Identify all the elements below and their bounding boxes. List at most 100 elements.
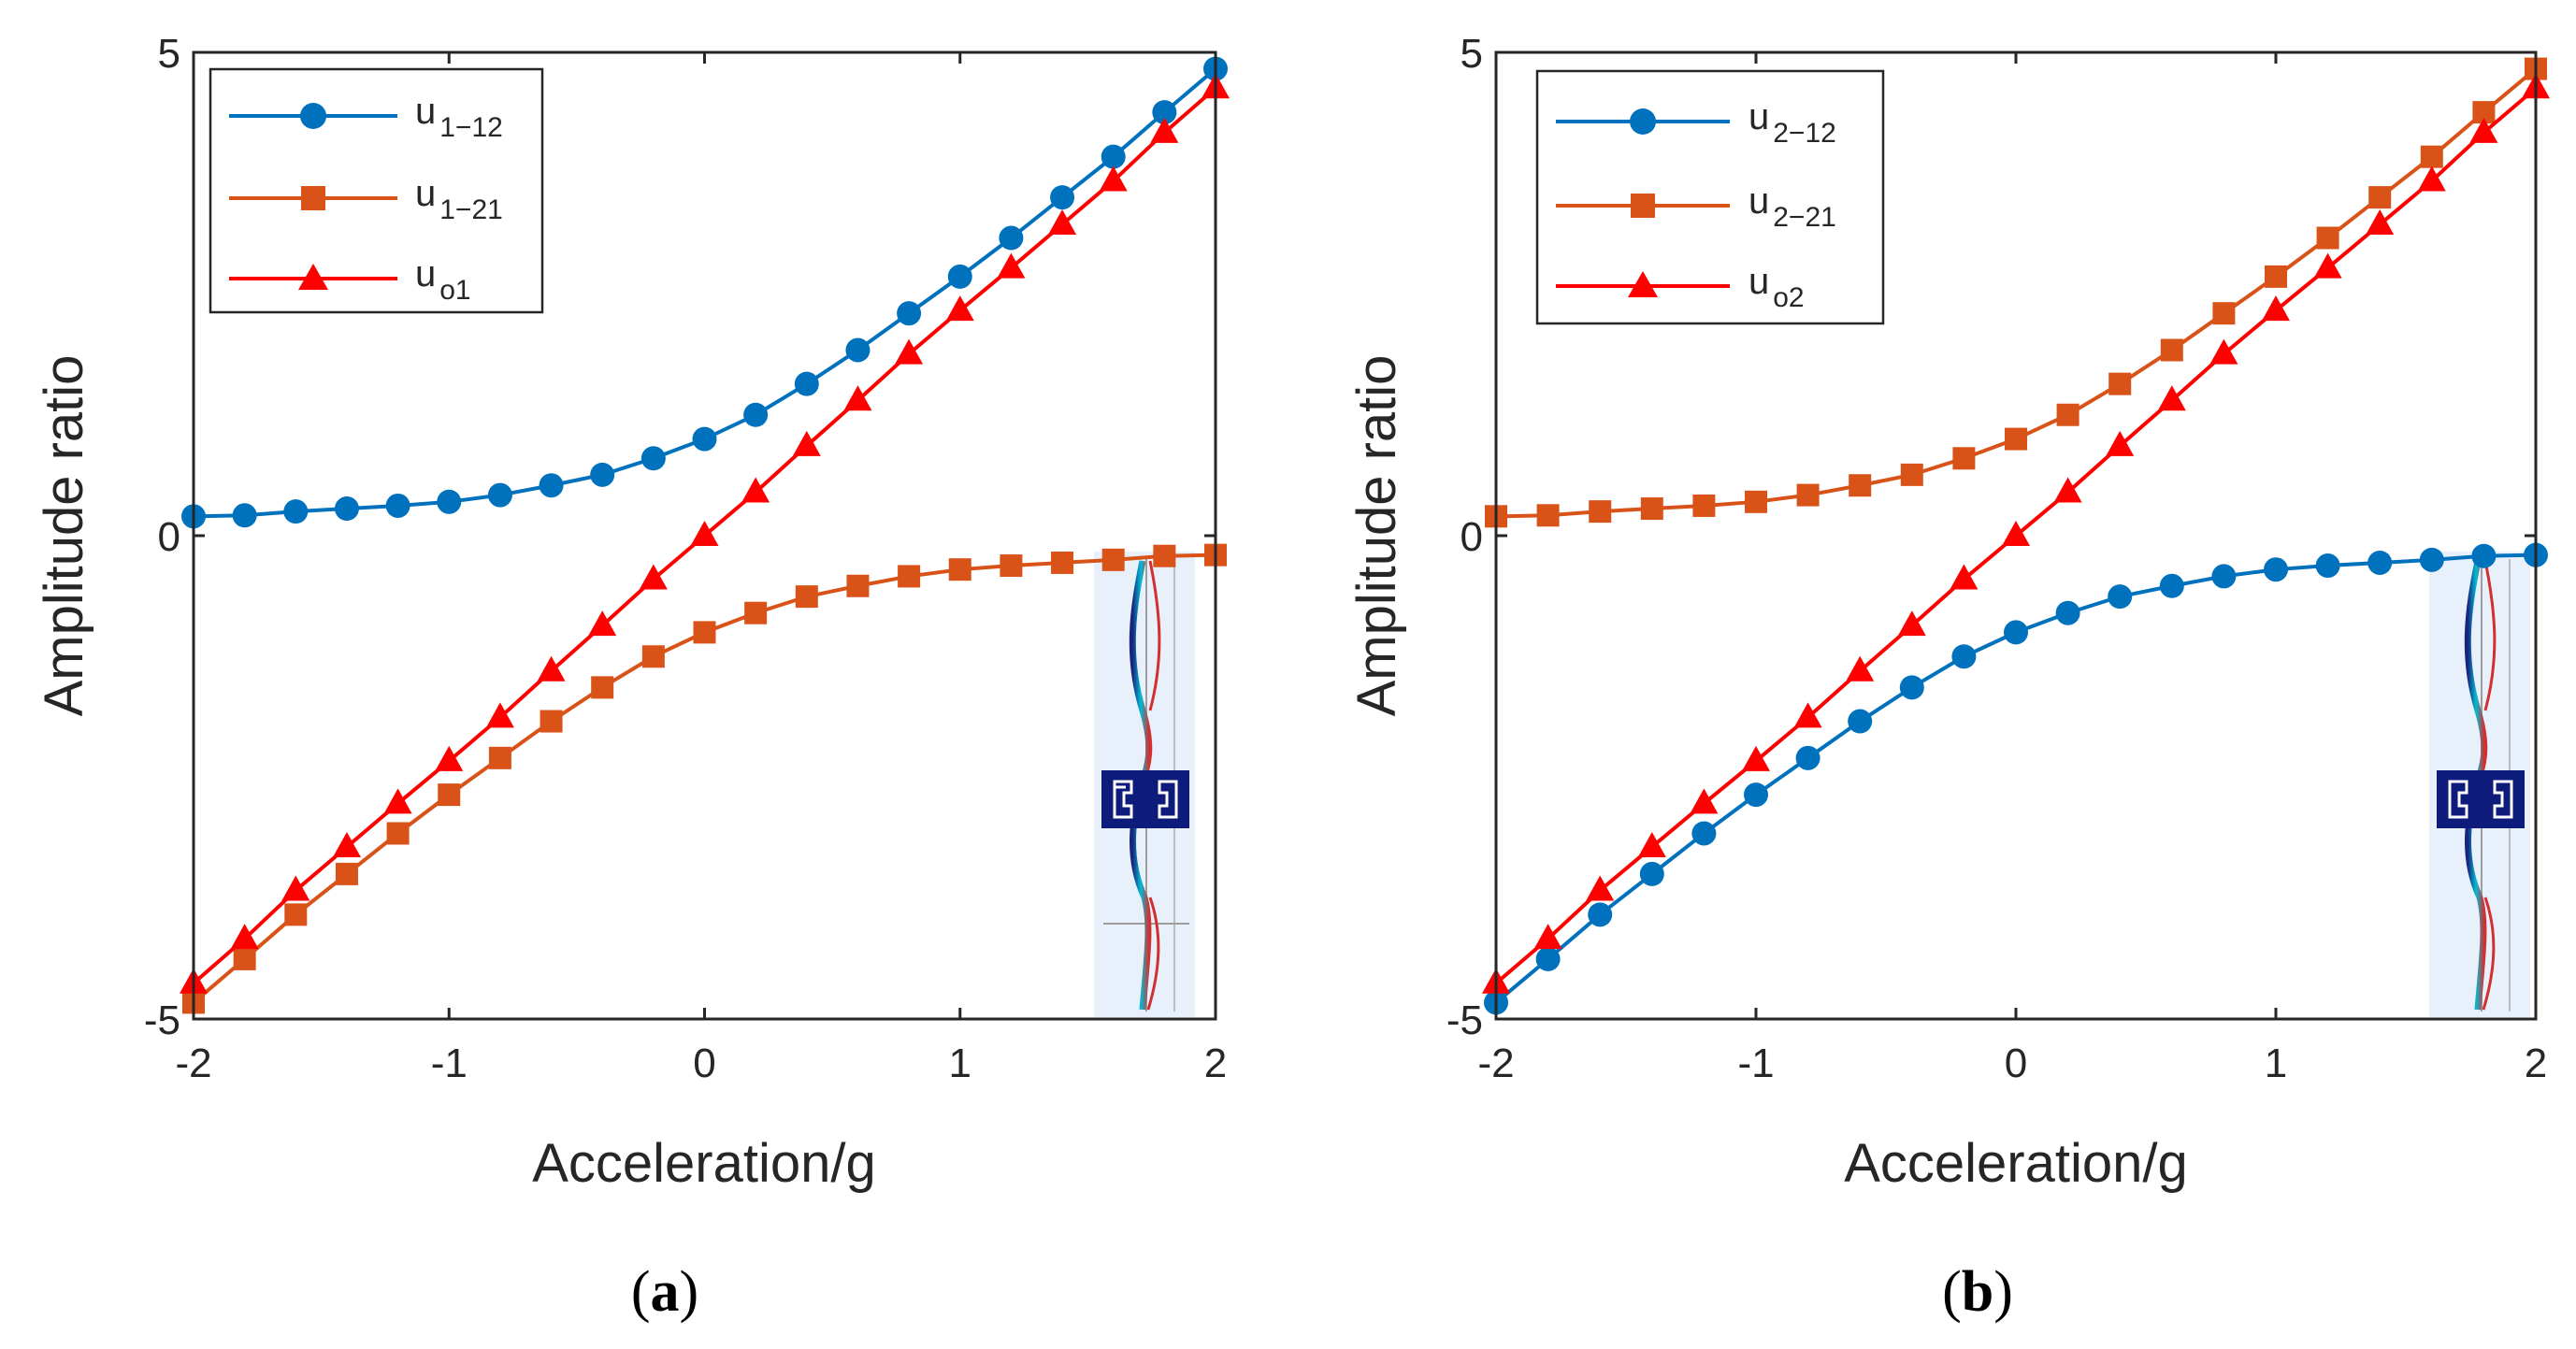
x-tick-label-a-3: 1 <box>949 1040 971 1086</box>
data-point-a-2-11 <box>744 601 768 624</box>
data-point-b-2-3 <box>1640 497 1663 521</box>
svg-text:uo1: u o1 <box>415 253 471 306</box>
legend-sub-b-1: 2−12 <box>1773 118 1836 149</box>
data-point-b-3-16 <box>2313 252 2342 279</box>
data-point-a-2-13 <box>846 574 870 597</box>
legend-b: u 2−12 u 2−21 u o2 <box>1535 69 1885 325</box>
data-point-a-3-10 <box>690 521 719 546</box>
data-point-a-1-18 <box>1101 144 1126 169</box>
data-point-a-3-12 <box>792 430 821 456</box>
caption-letter-b: b <box>1962 1260 1993 1324</box>
caption-b: (b) <box>1942 1260 2013 1324</box>
x-tick-label-b-1: -1 <box>1737 1040 1774 1086</box>
data-point-a-1-7 <box>539 473 564 498</box>
inset-fem-mode-image-b <box>2429 552 2530 1017</box>
data-point-b-1-9 <box>1951 644 1977 669</box>
data-point-a-1-11 <box>743 402 769 427</box>
data-point-a-2-12 <box>795 585 818 609</box>
axes-b: -2 -1 0 1 2 -5 0 5 <box>1446 31 2547 1086</box>
caption-letter-a: a <box>651 1260 680 1324</box>
data-point-a-3-15 <box>945 295 974 322</box>
data-point-b-3-11 <box>2053 477 2082 503</box>
legend-entry-b-3: u o2 <box>1556 261 1805 313</box>
data-point-a-2-17 <box>1051 551 1074 574</box>
x-axis-label-b: Acceleration/g <box>1844 1133 2188 1194</box>
data-point-a-2-2 <box>284 903 308 926</box>
data-point-b-1-17 <box>2367 550 2393 575</box>
legend-label-b-3: u <box>1749 261 1769 302</box>
data-point-b-3-15 <box>2262 295 2290 322</box>
x-tick-label-b-0: -2 <box>1477 1040 1514 1086</box>
data-point-a-3-18 <box>1099 165 1128 192</box>
data-point-a-1-16 <box>999 225 1024 251</box>
data-point-a-3-11 <box>741 477 770 503</box>
data-point-a-1-13 <box>845 337 871 363</box>
data-point-b-3-7 <box>1846 655 1875 682</box>
legend-entry-b-1: u 2−12 <box>1556 96 1836 149</box>
data-point-b-2-9 <box>1952 447 1976 470</box>
data-point-a-3-9 <box>639 564 668 590</box>
data-point-b-3-5 <box>1742 745 1770 771</box>
data-point-b-3-12 <box>2106 430 2135 456</box>
data-point-b-1-18 <box>2419 547 2444 572</box>
data-point-b-3-10 <box>2002 521 2030 546</box>
data-point-a-1-4 <box>385 493 410 518</box>
x-tick-label-b-2: 0 <box>2005 1040 2027 1086</box>
data-point-b-2-14 <box>2212 302 2236 325</box>
data-point-b-2-6 <box>1796 483 1820 507</box>
data-point-a-2-9 <box>641 645 665 668</box>
x-tick-label-a-1: -1 <box>431 1040 468 1086</box>
data-point-b-1-4 <box>1691 821 1717 846</box>
legend-box-a <box>209 67 544 314</box>
data-point-a-3-14 <box>895 338 924 365</box>
data-point-a-2-5 <box>438 783 461 807</box>
legend-entry-a-3: u o1 <box>229 253 471 306</box>
y-tick-label-a-1: 0 <box>158 514 180 560</box>
data-point-b-1-19 <box>2471 543 2497 568</box>
data-point-b-2-5 <box>1745 490 1767 513</box>
data-point-a-1-15 <box>947 264 972 289</box>
data-point-b-1-8 <box>1899 675 1924 700</box>
data-point-a-3-6 <box>485 702 514 728</box>
data-point-a-2-8 <box>591 676 614 699</box>
legend-label-a-2: u <box>415 173 436 214</box>
svg-text:u2−21: u 2−21 <box>1749 180 1836 233</box>
data-point-b-2-8 <box>1900 463 1923 486</box>
x-tick-label-b-4: 2 <box>2525 1040 2547 1086</box>
legend-label-b-1: u <box>1749 96 1769 137</box>
svg-text:uo2: u o2 <box>1749 261 1805 313</box>
svg-text:u2−12: u 2−12 <box>1749 96 1836 149</box>
data-point-b-2-17 <box>2368 186 2392 209</box>
data-point-b-1-11 <box>2055 600 2080 625</box>
data-point-a-2-19 <box>1153 544 1176 567</box>
data-point-a-2-14 <box>898 565 921 588</box>
data-point-b-3-1 <box>1533 924 1562 950</box>
data-point-b-1-3 <box>1639 861 1664 886</box>
y-tick-label-b-0: -5 <box>1446 997 1483 1043</box>
data-point-a-2-6 <box>488 746 511 769</box>
data-point-b-3-4 <box>1690 788 1719 814</box>
legend-entry-a-2: u 1−21 <box>229 173 503 225</box>
x-tick-label-a-4: 2 <box>1204 1040 1227 1086</box>
plot-area-b <box>1482 57 2550 1015</box>
caption-open-a: ( <box>631 1260 651 1324</box>
svg-text:u1−21: u 1−21 <box>415 173 503 225</box>
data-point-a-3-17 <box>1048 209 1077 236</box>
data-point-b-1-6 <box>1795 745 1820 770</box>
data-point-a-2-16 <box>1000 554 1023 578</box>
legend-sub-a-2: 1−21 <box>439 194 503 225</box>
legend-entry-a-1: u 1−12 <box>229 91 503 143</box>
data-point-b-1-7 <box>1848 709 1873 734</box>
caption-open-b: ( <box>1942 1260 1962 1324</box>
data-point-a-3-1 <box>230 924 259 950</box>
data-point-b-2-1 <box>1536 504 1560 527</box>
legend-sub-b-3: o2 <box>1773 282 1804 313</box>
caption-close-a: ) <box>680 1260 699 1324</box>
data-point-b-2-18 <box>2420 145 2443 168</box>
data-point-a-1-19 <box>1152 100 1177 125</box>
data-point-b-2-13 <box>2160 338 2183 362</box>
legend-box-b <box>1535 69 1885 325</box>
data-point-a-3-7 <box>537 655 566 682</box>
data-point-a-1-9 <box>640 446 666 471</box>
